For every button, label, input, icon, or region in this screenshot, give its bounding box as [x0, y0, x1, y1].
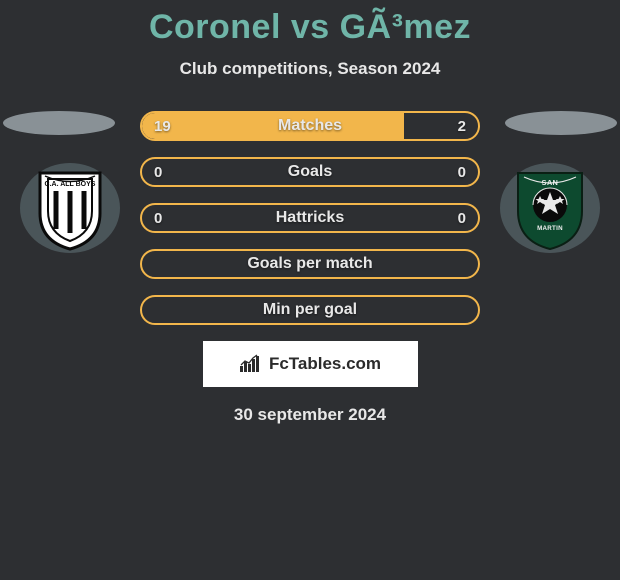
crest-shadow-right: [505, 111, 617, 135]
footer-date: 30 september 2024: [0, 405, 620, 425]
stat-right-value: 0: [458, 159, 466, 185]
team-crest-right: SAN MARTIN: [500, 163, 600, 253]
stat-label: Goals: [142, 159, 478, 185]
page-title: Coronel vs GÃ³mez: [0, 0, 620, 47]
comparison-area: C.A. ALL BOYS SAN MARTIN 19 Matches 2: [0, 111, 620, 425]
stat-bar-goals-per-match: Goals per match: [140, 249, 480, 279]
svg-text:MARTIN: MARTIN: [537, 225, 563, 232]
svg-text:C.A. ALL BOYS: C.A. ALL BOYS: [45, 181, 96, 188]
stat-bar-matches: 19 Matches 2: [140, 111, 480, 141]
stat-bars: 19 Matches 2 0 Goals 0 0 Hattricks 0 Goa…: [140, 111, 480, 325]
stat-bar-goals: 0 Goals 0: [140, 157, 480, 187]
crest-shadow-left: [3, 111, 115, 135]
san-martin-shield-icon: SAN MARTIN: [500, 163, 600, 253]
stat-label: Goals per match: [142, 251, 478, 277]
stat-bar-min-per-goal: Min per goal: [140, 295, 480, 325]
stat-label: Min per goal: [142, 297, 478, 323]
team-crest-left: C.A. ALL BOYS: [20, 163, 120, 253]
attribution-badge: FcTables.com: [203, 341, 418, 387]
stat-label: Hattricks: [142, 205, 478, 231]
attribution-text: FcTables.com: [269, 354, 381, 374]
stat-right-value: 0: [458, 205, 466, 231]
svg-text:SAN: SAN: [542, 178, 559, 187]
page-subtitle: Club competitions, Season 2024: [0, 59, 620, 79]
stat-bar-hattricks: 0 Hattricks 0: [140, 203, 480, 233]
bar-chart-icon: [239, 354, 263, 374]
all-boys-shield-icon: C.A. ALL BOYS: [20, 163, 120, 253]
stat-label: Matches: [142, 113, 478, 139]
stat-right-value: 2: [458, 113, 466, 139]
